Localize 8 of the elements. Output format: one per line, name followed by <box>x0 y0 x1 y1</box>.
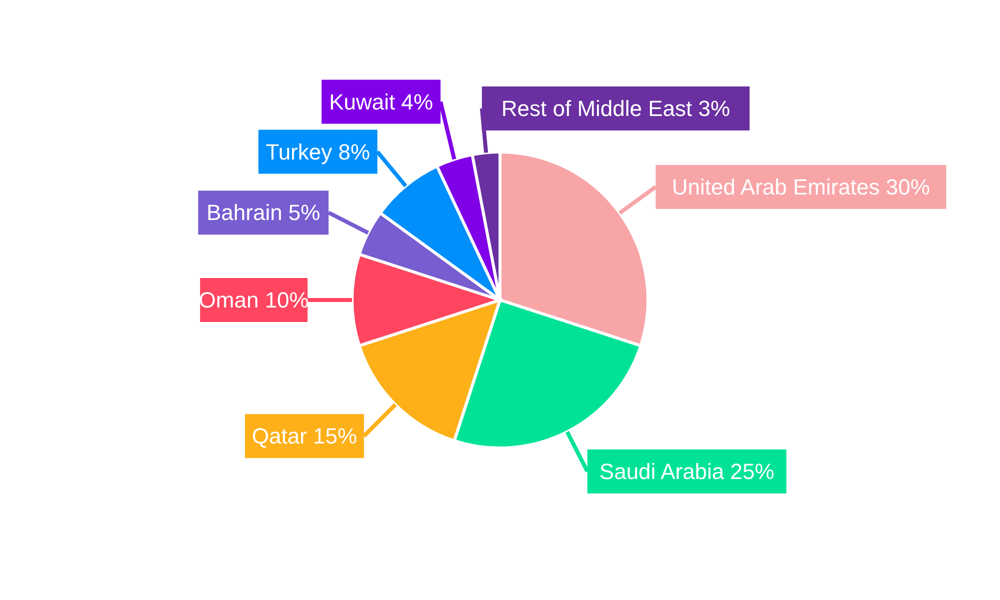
slice-label: United Arab Emirates 30% <box>672 174 930 200</box>
slice-label: Oman 10% <box>198 288 309 312</box>
slice-label: Turkey 8% <box>266 139 370 164</box>
slice-label: Rest of Middle East 3% <box>501 96 730 121</box>
slice-label: Qatar 15% <box>252 424 358 449</box>
slice-label: Bahrain 5% <box>206 200 320 226</box>
slice-label: Kuwait 4% <box>329 89 434 114</box>
slice-label: Saudi Arabia 25% <box>599 458 774 484</box>
